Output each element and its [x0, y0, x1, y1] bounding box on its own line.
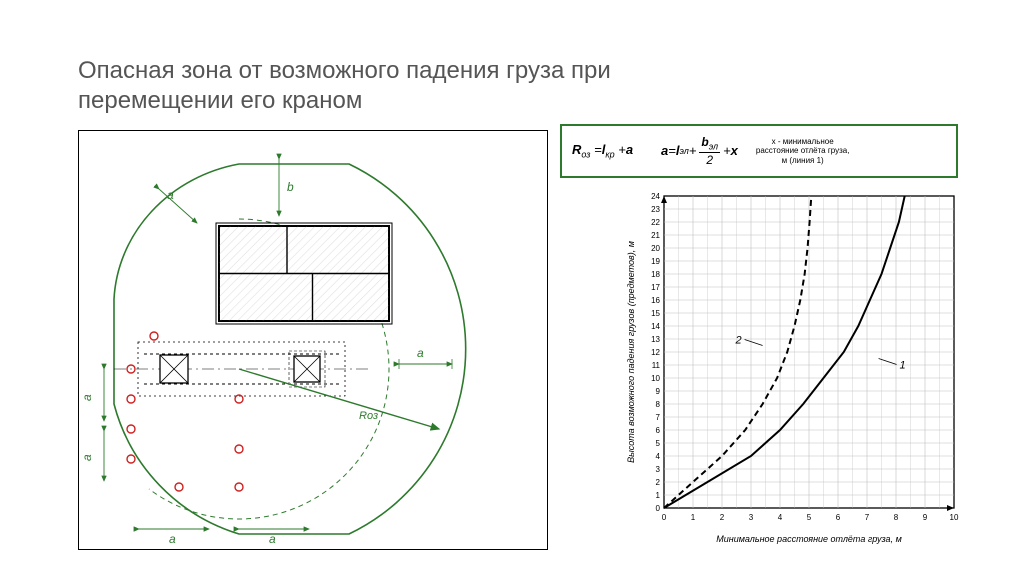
- svg-text:17: 17: [651, 283, 660, 292]
- svg-text:0: 0: [662, 513, 667, 522]
- svg-text:Высота возможного падения груз: Высота возможного падения грузов (предме…: [626, 241, 636, 463]
- svg-text:18: 18: [651, 270, 660, 279]
- svg-text:2: 2: [735, 335, 742, 347]
- svg-text:a: a: [80, 454, 94, 461]
- svg-text:1: 1: [691, 513, 696, 522]
- svg-text:6: 6: [836, 513, 841, 522]
- svg-text:9: 9: [923, 513, 928, 522]
- svg-text:3: 3: [749, 513, 754, 522]
- svg-text:b: b: [287, 180, 294, 194]
- svg-text:8: 8: [656, 400, 661, 409]
- svg-text:24: 24: [651, 192, 660, 201]
- svg-text:3: 3: [656, 465, 661, 474]
- formula-note: x - минимальное расстояние отлёта груза,…: [756, 137, 850, 165]
- plan-diagram: Rоз a b a a a a a: [78, 130, 548, 550]
- chart: 0123456789100123456789101112131415161718…: [620, 188, 960, 548]
- page-title: Опасная зона от возможного падения груза…: [78, 56, 611, 116]
- svg-text:Rоз: Rоз: [359, 410, 378, 422]
- svg-text:9: 9: [656, 387, 661, 396]
- svg-text:1: 1: [656, 491, 661, 500]
- formula-box: Rоз =lкр +a a= lэл+ bэл 2 +x x - минимал…: [560, 124, 958, 178]
- svg-text:a: a: [167, 188, 174, 202]
- svg-text:4: 4: [778, 513, 783, 522]
- svg-text:10: 10: [950, 513, 959, 522]
- svg-text:a: a: [169, 532, 176, 546]
- svg-text:20: 20: [651, 244, 660, 253]
- svg-text:0: 0: [656, 504, 661, 513]
- svg-text:1: 1: [900, 360, 906, 372]
- svg-text:16: 16: [651, 296, 660, 305]
- formula-1: Rоз =lкр +a: [572, 142, 633, 160]
- svg-text:a: a: [80, 394, 94, 401]
- svg-text:12: 12: [651, 348, 660, 357]
- svg-text:13: 13: [651, 335, 660, 344]
- svg-text:2: 2: [656, 478, 661, 487]
- svg-text:5: 5: [656, 439, 661, 448]
- svg-text:19: 19: [651, 257, 660, 266]
- svg-text:22: 22: [651, 218, 660, 227]
- svg-text:7: 7: [865, 513, 870, 522]
- title-line1: Опасная зона от возможного падения груза…: [78, 57, 611, 84]
- svg-text:a: a: [269, 532, 276, 546]
- svg-text:5: 5: [807, 513, 812, 522]
- svg-text:2: 2: [720, 513, 725, 522]
- svg-text:11: 11: [652, 361, 661, 370]
- svg-text:6: 6: [656, 426, 661, 435]
- svg-text:10: 10: [651, 374, 660, 383]
- svg-text:14: 14: [651, 322, 660, 331]
- svg-text:4: 4: [656, 452, 661, 461]
- svg-text:8: 8: [894, 513, 899, 522]
- svg-text:Минимальное расстояние отлёта: Минимальное расстояние отлёта груза, м: [716, 534, 901, 544]
- svg-text:15: 15: [651, 309, 660, 318]
- svg-text:23: 23: [651, 205, 660, 214]
- svg-text:21: 21: [651, 231, 660, 240]
- formula-2: a= lэл+ bэл 2 +x: [661, 136, 738, 166]
- svg-text:a: a: [417, 346, 424, 360]
- svg-text:7: 7: [656, 413, 661, 422]
- title-line2: перемещении его краном: [78, 87, 362, 114]
